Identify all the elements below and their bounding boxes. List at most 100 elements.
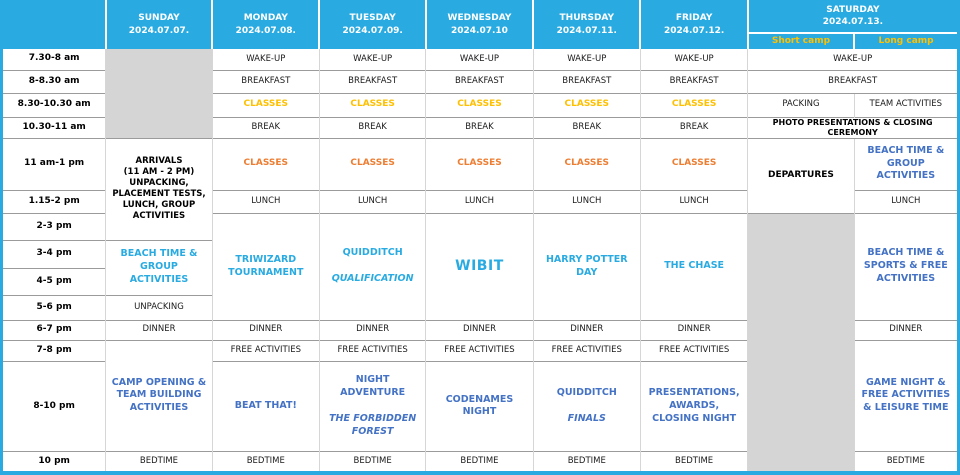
cell-monday-bedtime: BEDTIME [211, 451, 320, 473]
day-date: 2024.07.09. [342, 25, 403, 36]
cell-saturday-short-packing: PACKING [747, 92, 855, 117]
row-11am-1pm: 11 am-1 pm ARRIVALS (11 AM - 2 PM) UNPAC… [1, 137, 959, 240]
cell-thursday-dinner: DINNER [532, 319, 641, 340]
time-label: 7-8 pm [1, 339, 106, 361]
cell-monday-wakeup: WAKE-UP [211, 49, 320, 70]
day-date: 2024.07.13. [822, 17, 884, 27]
day-name: SATURDAY [826, 4, 880, 15]
cell-monday-dinner: DINNER [211, 319, 320, 340]
cell-saturday-long-beach-sports: BEACH TIME & SPORTS & FREE ACTIVITIES [853, 212, 959, 320]
cell-tuesday-free-activities: FREE ACTIVITIES [318, 339, 426, 361]
day-date: 2024.07.12. [663, 25, 725, 36]
cell-tuesday-classes-am: CLASSES [318, 92, 426, 117]
cell-saturday-long-lunch: LUNCH [853, 189, 959, 213]
cell-wednesday-wakeup: WAKE-UP [425, 49, 534, 70]
cell-sunday-beach-time: BEACH TIME & GROUP ACTIVITIES [105, 239, 213, 295]
row-7-8pm: 7-8 pm CAMP OPENING & TEAM BUILDING ACTI… [1, 339, 959, 452]
day-header-friday: FRIDAY 2024.07.12. [639, 0, 748, 49]
cell-wednesday-bedtime: BEDTIME [425, 451, 534, 473]
cell-sunday-bedtime: BEDTIME [105, 451, 213, 473]
cell-friday-wakeup: WAKE-UP [639, 49, 748, 70]
cell-friday-lunch: LUNCH [639, 189, 748, 213]
cell-tuesday-dinner: DINNER [318, 319, 426, 340]
cell-friday-dinner: DINNER [639, 319, 748, 340]
day-name: SUNDAY [138, 13, 180, 24]
row-115-2pm: 1.15-2 pm LUNCH LUNCH LUNCH LUNCH LUNCH … [1, 189, 959, 213]
subheader-long-camp: Long camp [853, 33, 959, 49]
time-column-header [1, 0, 106, 49]
day-name: TUESDAY [349, 13, 396, 24]
cell-saturday-short-empty [747, 212, 855, 473]
row-4-5pm: 4-5 pm [1, 267, 959, 295]
cell-wednesday-classes-am: CLASSES [425, 92, 534, 117]
cell-friday-free-activities: FREE ACTIVITIES [639, 339, 748, 361]
cell-thursday-classes-am: CLASSES [532, 92, 641, 117]
header-row: SUNDAY 2024.07.07. MONDAY 2024.07.08. TU… [1, 0, 959, 49]
cell-monday-break: BREAK [211, 116, 320, 138]
cell-thursday-bedtime: BEDTIME [532, 451, 641, 473]
day-header-sunday: SUNDAY 2024.07.07. [104, 0, 213, 49]
cell-wednesday-codenames-night: CODENAMES NIGHT [425, 360, 534, 452]
cell-tuesday-bedtime: BEDTIME [318, 451, 426, 473]
cell-thursday-wakeup: WAKE-UP [532, 49, 641, 70]
activity-subtitle: QUALIFICATION [331, 272, 414, 284]
row-6-7pm: 6-7 pm DINNER DINNER DINNER DINNER DINNE… [1, 319, 959, 340]
time-label: 10.30-11 am [1, 116, 106, 138]
cell-monday-classes-am: CLASSES [211, 92, 320, 117]
cell-sunday-arrivals: ARRIVALS (11 AM - 2 PM) UNPACKING, PLACE… [105, 137, 213, 240]
cell-tuesday-breakfast: BREAKFAST [318, 69, 426, 93]
day-header-monday: MONDAY 2024.07.08. [211, 0, 320, 49]
row-730-8am: 7.30-8 am WAKE-UP WAKE-UP WAKE-UP WAKE-U… [2, 49, 959, 138]
cell-monday-beat-that: BEAT THAT! [211, 360, 320, 452]
day-header-saturday: SATURDAY 2024.07.13. [746, 0, 959, 34]
cell-saturday-photo-ceremony: PHOTO PRESENTATIONS & CLOSING CEREMONY [747, 116, 959, 138]
row-1030-11am: 10.30-11 am BREAK BREAK BREAK BREAK BREA… [1, 116, 959, 138]
cell-saturday-long-game-night: GAME NIGHT & FREE ACTIVITIES & LEISURE T… [853, 339, 959, 452]
cell-monday-breakfast: BREAKFAST [211, 69, 320, 93]
cell-monday-classes-pm: CLASSES [211, 137, 320, 190]
cell-tuesday-classes-pm: CLASSES [318, 137, 426, 190]
cell-wednesday-dinner: DINNER [425, 319, 534, 340]
time-label: 2-3 pm [1, 212, 106, 240]
row-3-4pm: 3-4 pm BEACH TIME & GROUP ACTIVITIES [1, 239, 959, 295]
time-label: 4-5 pm [1, 267, 106, 295]
time-label: 3-4 pm [1, 239, 106, 268]
cell-friday-classes-am: CLASSES [639, 92, 748, 117]
cell-friday-break: BREAK [639, 116, 748, 138]
day-name: FRIDAY [675, 13, 713, 24]
row-2-3pm: 2-3 pm TRIWIZARD TOURNAMENT QUIDDITCH QU… [1, 212, 959, 473]
time-label: 8-10 pm [1, 360, 106, 452]
row-8-10pm: 8-10 pm BEAT THAT! NIGHT ADVENTURE THE F… [1, 360, 959, 452]
cell-thursday-classes-pm: CLASSES [532, 137, 641, 190]
cell-tuesday-lunch: LUNCH [318, 189, 426, 213]
day-header-wednesday: WEDNESDAY 2024.07.10 [424, 0, 534, 49]
cell-friday-breakfast: BREAKFAST [639, 69, 748, 93]
cell-thursday-free-activities: FREE ACTIVITIES [532, 339, 641, 361]
row-830-1030am: 8.30-10.30 am CLASSES CLASSES CLASSES CL… [1, 92, 959, 117]
cell-friday-the-chase: THE CHASE [639, 212, 748, 320]
cell-tuesday-night-adventure: NIGHT ADVENTURE THE FORBIDDEN FOREST [318, 360, 426, 452]
day-date: 2024.07.07. [128, 25, 190, 36]
time-label: 10 pm [1, 451, 106, 473]
cell-saturday-long-team-activities: TEAM ACTIVITIES [853, 92, 959, 117]
day-name: WEDNESDAY [447, 13, 512, 24]
day-name: THURSDAY [559, 13, 615, 24]
cell-monday-free-activities: FREE ACTIVITIES [211, 339, 320, 361]
day-name: MONDAY [243, 13, 288, 24]
cell-wednesday-free-activities: FREE ACTIVITIES [425, 339, 534, 361]
cell-wednesday-classes-pm: CLASSES [425, 137, 534, 190]
cell-friday-presentations-awards: PRESENTATIONS, AWARDS, CLOSING NIGHT [639, 360, 748, 452]
activity-title: QUIDDITCH [342, 247, 403, 259]
cell-saturday-long-beach-time: BEACH TIME & GROUP ACTIVITIES [853, 137, 959, 190]
cell-wednesday-lunch: LUNCH [425, 189, 534, 213]
day-header-tuesday: TUESDAY 2024.07.09. [318, 0, 426, 49]
cell-monday-triwizard-tournament: TRIWIZARD TOURNAMENT [211, 212, 320, 320]
cell-sunday-unpacking: UNPACKING [105, 294, 213, 320]
cell-friday-classes-pm: CLASSES [639, 137, 748, 190]
cell-friday-bedtime: BEDTIME [639, 451, 748, 473]
cell-saturday-long-dinner: DINNER [853, 319, 959, 340]
activity-title: QUIDDITCH [556, 387, 617, 399]
cell-tuesday-quidditch-qualification: QUIDDITCH QUALIFICATION [318, 212, 426, 320]
